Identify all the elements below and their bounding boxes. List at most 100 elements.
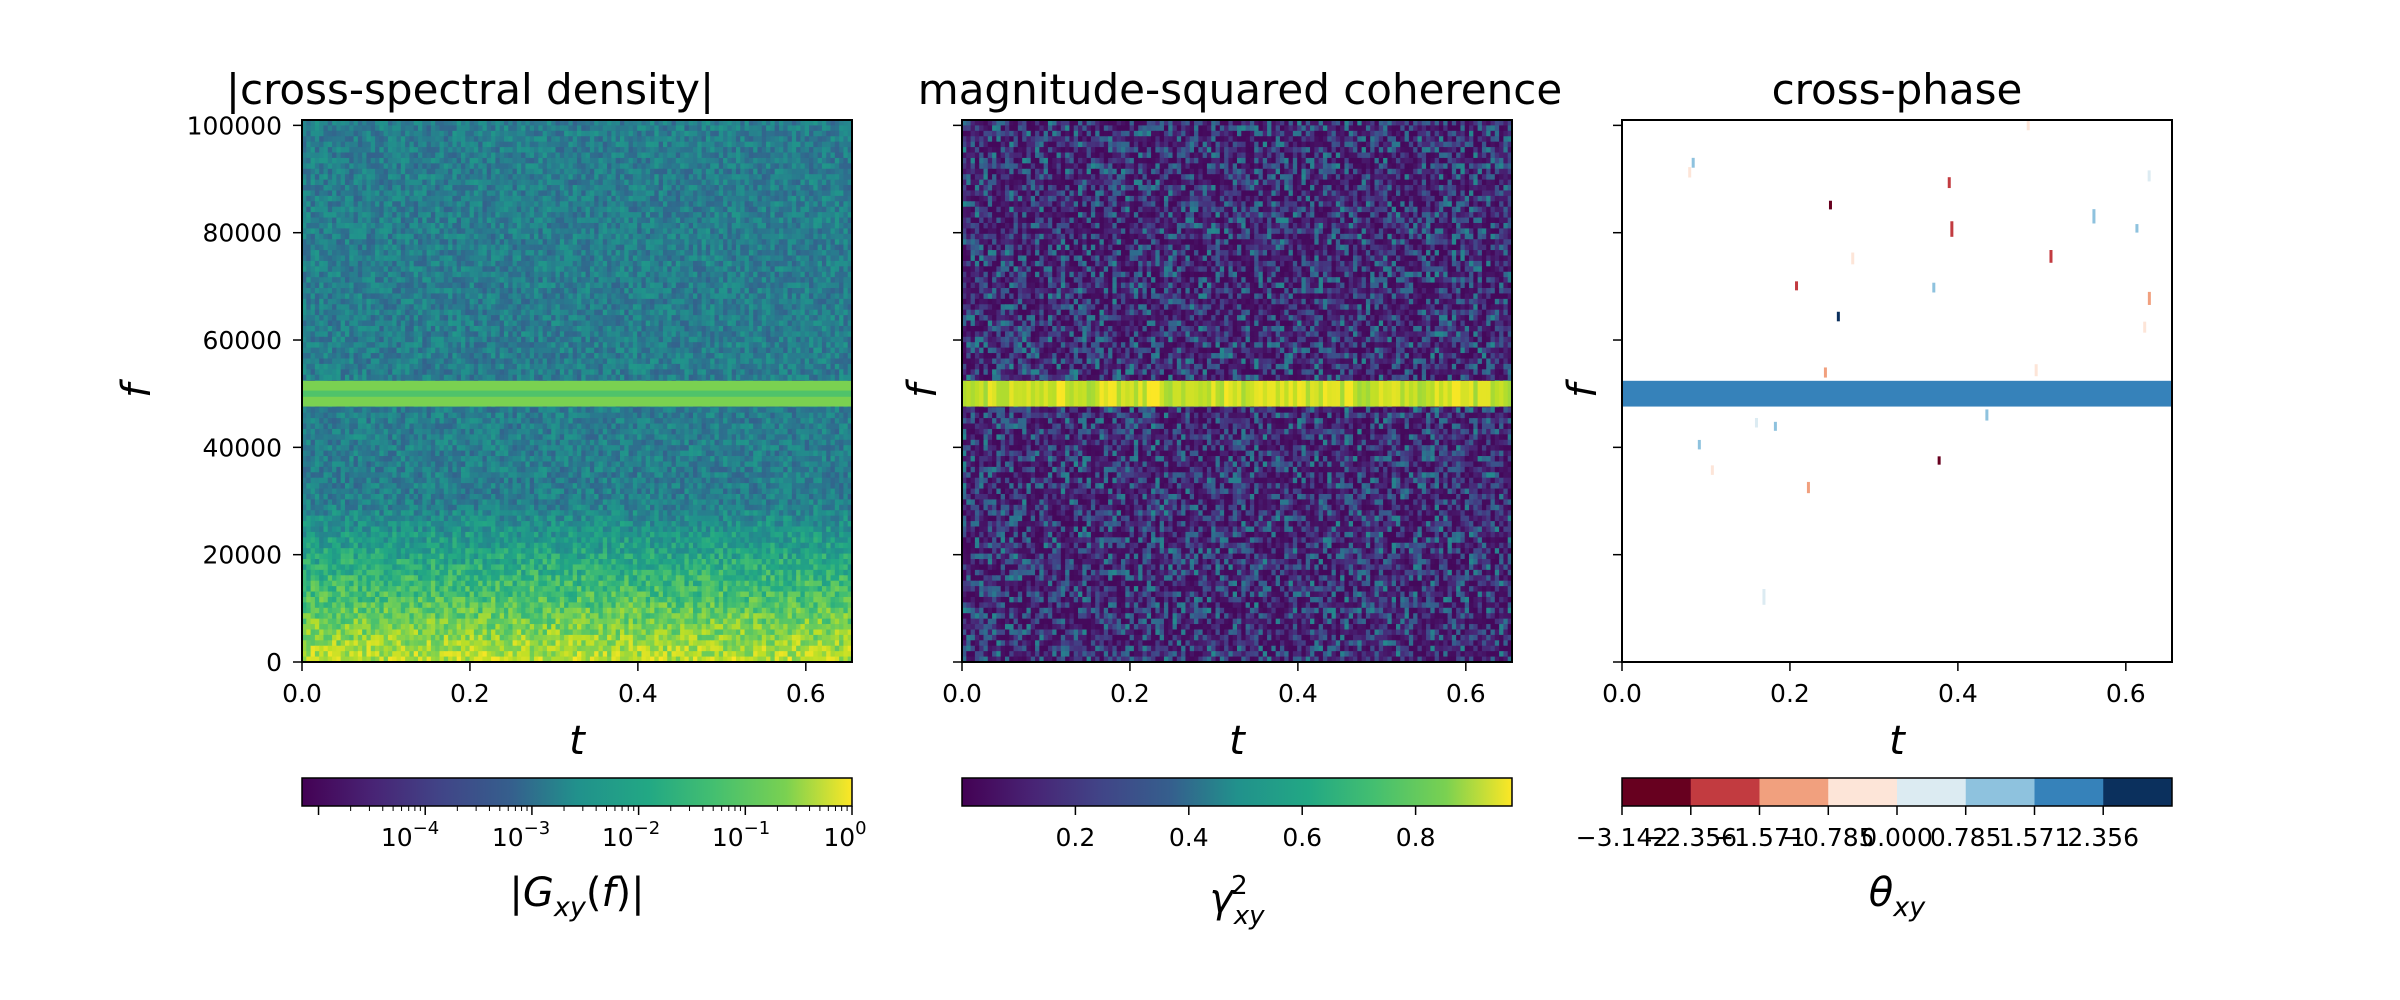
csd-cell	[735, 201, 741, 208]
csd-cell	[740, 195, 746, 202]
csd-cell	[804, 233, 810, 240]
csd-cell	[727, 185, 733, 192]
csd-cell	[529, 190, 535, 197]
csd-cell	[693, 206, 698, 213]
csd-cell	[465, 190, 471, 197]
csd-cell	[405, 179, 411, 186]
csd-cell	[830, 136, 836, 143]
csd-cell	[770, 320, 776, 327]
csd-cell	[826, 271, 832, 278]
csd-cell	[718, 315, 724, 322]
csd-cell	[641, 206, 647, 213]
csd-cell	[581, 304, 587, 311]
csd-cell	[766, 152, 771, 159]
csd-cell	[568, 239, 574, 246]
csd-cell	[688, 147, 694, 154]
csd-cell	[564, 222, 570, 229]
csd-cell	[778, 315, 784, 322]
csd-cell	[826, 147, 832, 154]
csd-cell	[645, 309, 651, 316]
csd-cell	[662, 315, 668, 322]
csd-cell	[370, 282, 376, 289]
csd-cell	[310, 179, 316, 186]
csd-cell	[783, 320, 789, 327]
csd-cell	[697, 120, 703, 127]
csd-cell	[555, 325, 561, 332]
csd-cell	[632, 315, 638, 322]
csd-cell	[581, 277, 587, 284]
csd-cell	[435, 233, 441, 240]
csd-cell	[529, 120, 535, 127]
csd-cell	[409, 130, 415, 137]
csd-cell	[340, 212, 346, 219]
csd-cell	[486, 315, 492, 322]
csd-cell	[770, 244, 776, 251]
csd-cell	[478, 325, 484, 332]
csd-cell	[362, 217, 368, 224]
csd-cell	[834, 163, 840, 170]
csd-cell	[353, 288, 359, 295]
csd-cell	[658, 201, 664, 208]
csd-cell	[478, 228, 484, 235]
csd-cell	[529, 228, 535, 235]
csd-cell	[804, 120, 810, 127]
csd-cell	[542, 266, 548, 273]
csd-cell	[667, 282, 673, 289]
csd-cell	[800, 125, 806, 132]
csd-cell	[839, 304, 845, 311]
csd-cell	[503, 157, 509, 164]
csd-cell	[426, 298, 432, 305]
csd-cell	[430, 222, 436, 229]
csd-cell	[628, 185, 634, 192]
csd-cell	[641, 179, 647, 186]
csd-cell	[383, 120, 389, 127]
csd-cell	[800, 120, 806, 127]
csd-cell	[611, 266, 617, 273]
csd-cell	[336, 174, 342, 181]
csd-cell	[723, 298, 728, 305]
csd-cell	[422, 168, 428, 175]
csd-cell	[323, 304, 329, 311]
csd-cell	[766, 217, 771, 224]
csd-cell	[770, 120, 776, 127]
csd-cell	[581, 320, 587, 327]
csd-cell	[353, 163, 359, 170]
csd-cell	[460, 163, 466, 170]
csd-cell	[817, 179, 823, 186]
csd-cell	[396, 136, 402, 143]
csd-cell	[718, 201, 724, 208]
csd-cell	[598, 163, 604, 170]
csd-cell	[555, 228, 561, 235]
csd-cell	[821, 320, 827, 327]
csd-cell	[637, 190, 643, 197]
csd-cell	[650, 125, 655, 132]
csd-cell	[521, 195, 527, 202]
csd-cell	[710, 174, 716, 181]
csd-cell	[491, 206, 496, 213]
csd-cell	[534, 288, 539, 295]
csd-cell	[426, 206, 432, 213]
csd-cell	[830, 174, 836, 181]
csd-cell	[486, 277, 492, 284]
csd-cell	[684, 130, 690, 137]
csd-cell	[817, 325, 823, 332]
csd-cell	[839, 266, 845, 273]
csd-cell	[778, 195, 784, 202]
csd-cell	[327, 206, 333, 213]
csd-cell	[310, 288, 316, 295]
csd-cell	[319, 157, 325, 164]
csd-cell	[847, 163, 853, 170]
csd-cell	[400, 298, 406, 305]
csd-cell	[314, 168, 320, 175]
csd-cell	[323, 130, 329, 137]
csd-cell	[774, 260, 780, 267]
csd-cell	[375, 325, 380, 332]
csd-cell	[340, 325, 346, 332]
csd-cell	[680, 190, 686, 197]
csd-cell	[503, 315, 509, 322]
csd-cell	[662, 201, 668, 208]
csd-cell	[357, 288, 363, 295]
csd-cell	[577, 271, 582, 278]
csd-cell	[486, 288, 492, 295]
csd-cell	[564, 147, 570, 154]
